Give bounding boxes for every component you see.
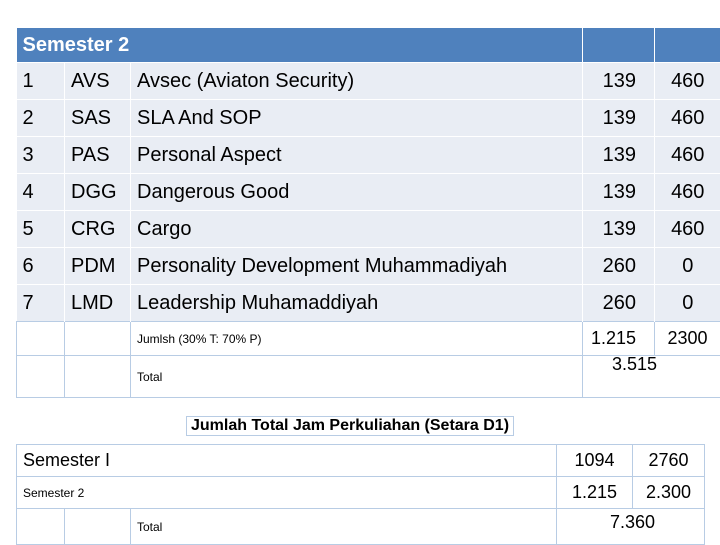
- total-value: 3.515: [612, 354, 657, 375]
- row-number: 7: [17, 285, 65, 322]
- row-number: 1: [17, 63, 65, 100]
- table-header-row: Semester 2: [17, 28, 720, 63]
- practice-hours: 2.300: [633, 477, 705, 509]
- row-number: 4: [17, 174, 65, 211]
- course-name: Personal Aspect: [131, 137, 583, 174]
- table-row: 5 CRG Cargo 139 460: [17, 211, 720, 248]
- practice-hours: 460: [655, 63, 720, 100]
- semester-header: Semester 2: [17, 28, 583, 63]
- table-row: 6 PDM Personality Development Muhammadiy…: [17, 248, 720, 285]
- total-label: Total: [131, 509, 557, 545]
- course-code: CRG: [65, 211, 131, 248]
- course-name: Cargo: [131, 211, 583, 248]
- course-code: AVS: [65, 63, 131, 100]
- theory-hours: 139: [583, 100, 655, 137]
- total-hours-table: Semester I 1094 2760 Semester 2 1.215 2.…: [16, 444, 705, 545]
- grand-total-value: 7.360: [610, 512, 655, 533]
- table-row: Semester I 1094 2760: [17, 445, 705, 477]
- practice-hours: 2760: [633, 445, 705, 477]
- theory-hours: 1.215: [557, 477, 633, 509]
- practice-hours: 460: [655, 137, 720, 174]
- sum-row: Jumlsh (30% T: 70% P) 1.215 2300: [17, 322, 720, 356]
- course-name: Leadership Muhamaddiyah: [131, 285, 583, 322]
- sum-label: Jumlsh (30% T: 70% P): [131, 322, 583, 356]
- theory-hours: 139: [583, 174, 655, 211]
- course-name: SLA And SOP: [131, 100, 583, 137]
- row-number: 3: [17, 137, 65, 174]
- course-code: SAS: [65, 100, 131, 137]
- row-number: 6: [17, 248, 65, 285]
- empty-cell: [65, 509, 131, 545]
- course-code: DGG: [65, 174, 131, 211]
- table-row: Semester 2 1.215 2.300: [17, 477, 705, 509]
- theory-hours: 1094: [557, 445, 633, 477]
- sum-theory: 1.215: [583, 322, 655, 356]
- course-code: PDM: [65, 248, 131, 285]
- bottom-table-title: Jumlah Total Jam Perkuliahan (Setara D1): [186, 416, 514, 436]
- table-row: 3 PAS Personal Aspect 139 460: [17, 137, 720, 174]
- practice-hours: 460: [655, 174, 720, 211]
- semester-2-table: Semester 2 1 AVS Avsec (Aviaton Security…: [16, 28, 720, 398]
- practice-hours: 460: [655, 100, 720, 137]
- row-number: 5: [17, 211, 65, 248]
- course-name: Dangerous Good: [131, 174, 583, 211]
- table-row: 1 AVS Avsec (Aviaton Security) 139 460: [17, 63, 720, 100]
- theory-hours: 139: [583, 63, 655, 100]
- total-label: Total: [131, 356, 583, 398]
- theory-hours: 260: [583, 285, 655, 322]
- sum-practice: 2300: [655, 322, 720, 356]
- semester-label: Semester 2: [17, 477, 557, 509]
- empty-cell: [65, 356, 131, 398]
- course-code: PAS: [65, 137, 131, 174]
- empty-cell: [17, 356, 65, 398]
- table-row: 7 LMD Leadership Muhamaddiyah 260 0: [17, 285, 720, 322]
- empty-cell: [65, 322, 131, 356]
- header-cell-t: [583, 28, 655, 63]
- header-cell-p: [655, 28, 720, 63]
- table-row: 2 SAS SLA And SOP 139 460: [17, 100, 720, 137]
- empty-cell: [17, 322, 65, 356]
- course-name: Personality Development Muhammadiyah: [131, 248, 583, 285]
- practice-hours: 0: [655, 248, 720, 285]
- empty-cell: [17, 509, 65, 545]
- course-code: LMD: [65, 285, 131, 322]
- practice-hours: 0: [655, 285, 720, 322]
- theory-hours: 139: [583, 137, 655, 174]
- total-row: Total: [17, 509, 705, 545]
- semester-label: Semester I: [17, 445, 557, 477]
- table-row: 4 DGG Dangerous Good 139 460: [17, 174, 720, 211]
- theory-hours: 139: [583, 211, 655, 248]
- theory-hours: 260: [583, 248, 655, 285]
- course-name: Avsec (Aviaton Security): [131, 63, 583, 100]
- practice-hours: 460: [655, 211, 720, 248]
- row-number: 2: [17, 100, 65, 137]
